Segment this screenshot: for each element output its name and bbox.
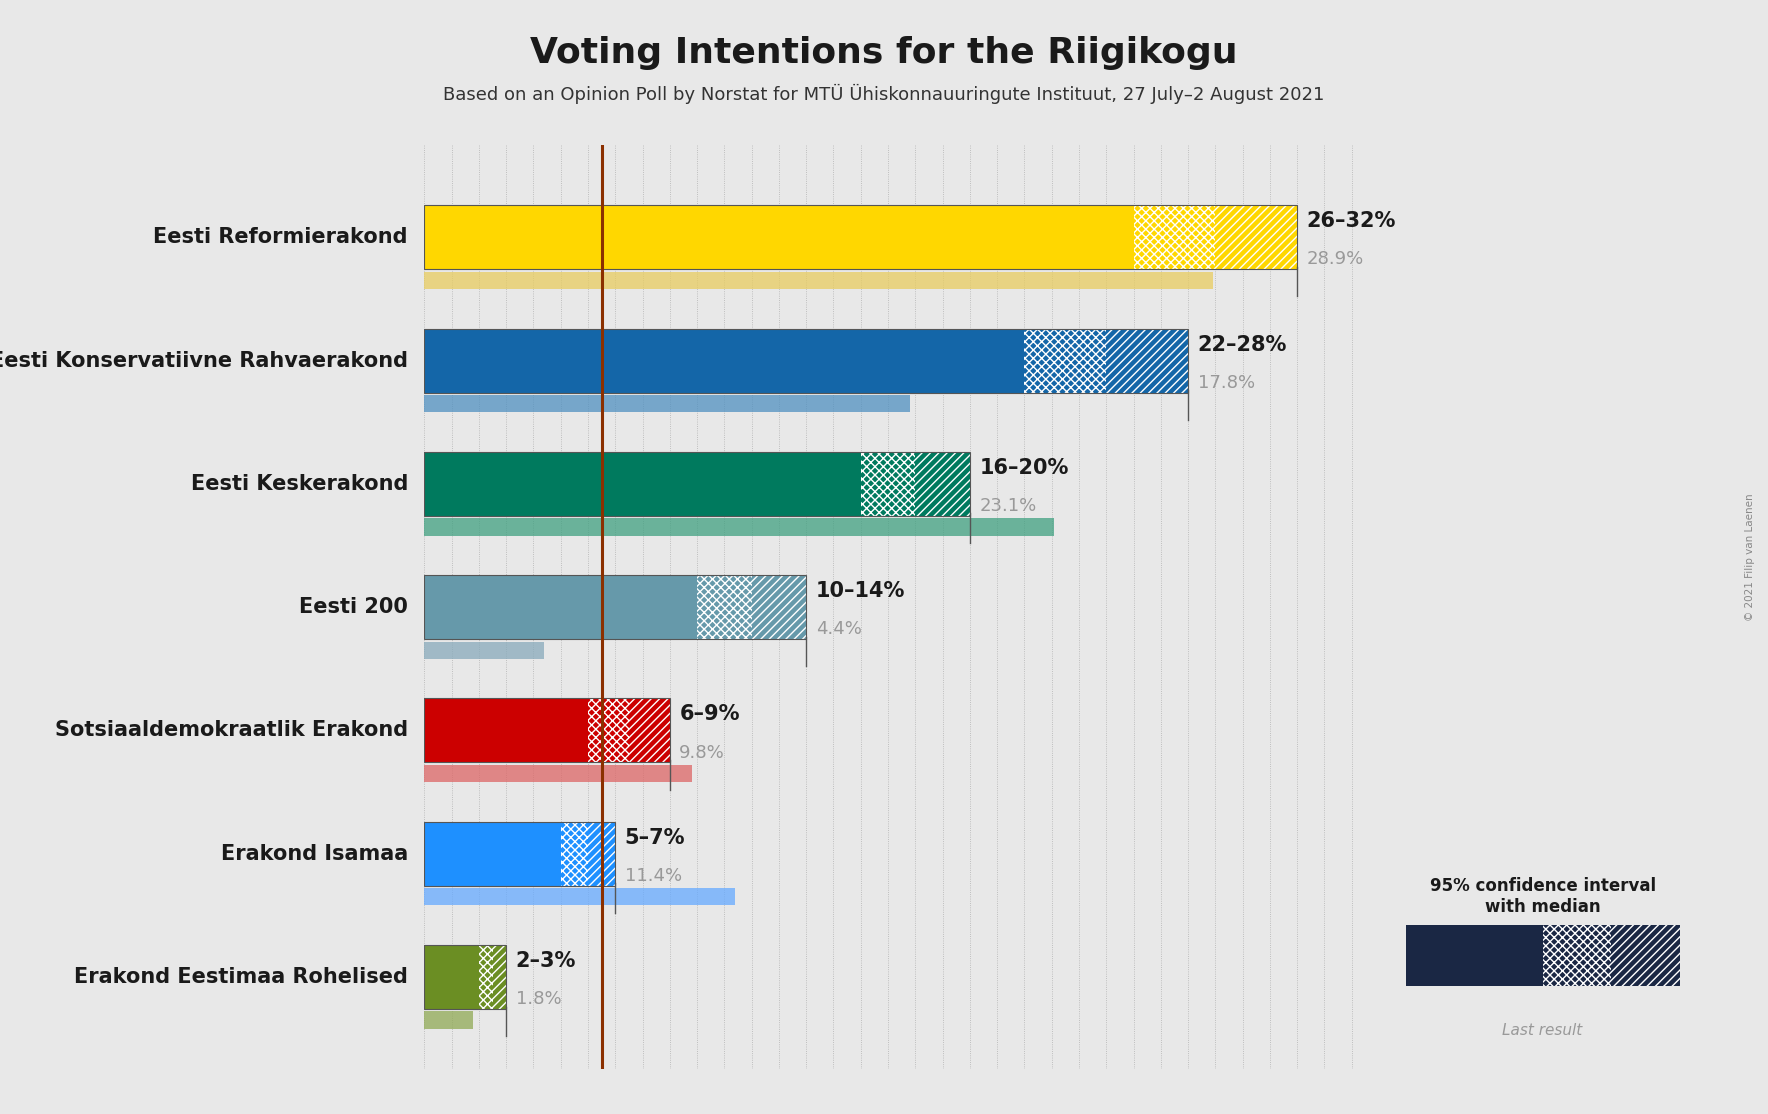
Bar bbox=[589, 698, 629, 762]
Text: Erakond Isamaa: Erakond Isamaa bbox=[221, 843, 408, 863]
Bar bbox=[1215, 205, 1298, 270]
Text: Based on an Opinion Poll by Norstat for MTÜ Ühiskonnauuringute Instituut, 27 Jul: Based on an Opinion Poll by Norstat for … bbox=[444, 84, 1324, 104]
Text: 17.8%: 17.8% bbox=[1197, 374, 1255, 392]
Bar bbox=[424, 205, 1298, 270]
Bar bbox=[424, 329, 1188, 392]
Bar bbox=[424, 575, 697, 639]
Text: 5–7%: 5–7% bbox=[624, 828, 686, 848]
Text: Erakond Eestimaa Rohelised: Erakond Eestimaa Rohelised bbox=[74, 967, 408, 987]
Text: 6–9%: 6–9% bbox=[679, 704, 739, 724]
Text: 16–20%: 16–20% bbox=[979, 458, 1070, 478]
Text: Eesti 200: Eesti 200 bbox=[299, 597, 408, 617]
Text: 10–14%: 10–14% bbox=[815, 582, 905, 602]
Bar bbox=[424, 452, 971, 516]
Bar bbox=[916, 452, 971, 516]
Text: 28.9%: 28.9% bbox=[1307, 251, 1363, 268]
Bar bbox=[424, 329, 1024, 392]
Bar bbox=[424, 822, 560, 886]
Text: 4.4%: 4.4% bbox=[815, 620, 861, 638]
Bar bbox=[1406, 925, 1543, 986]
Bar bbox=[424, 452, 861, 516]
Bar bbox=[424, 205, 1133, 270]
Bar bbox=[424, 642, 545, 658]
Bar bbox=[493, 945, 506, 1009]
Bar bbox=[697, 575, 751, 639]
Text: 1.8%: 1.8% bbox=[516, 990, 560, 1008]
Text: Eesti Keskerakond: Eesti Keskerakond bbox=[191, 473, 408, 494]
Bar bbox=[1107, 329, 1188, 392]
Bar bbox=[916, 452, 971, 516]
Bar bbox=[1107, 329, 1188, 392]
Text: 26–32%: 26–32% bbox=[1307, 212, 1397, 232]
Text: Voting Intentions for the Riigikogu: Voting Intentions for the Riigikogu bbox=[530, 36, 1238, 70]
Text: Eesti Reformierakond: Eesti Reformierakond bbox=[154, 227, 408, 247]
Bar bbox=[861, 452, 916, 516]
Bar bbox=[424, 888, 735, 906]
Text: 11.4%: 11.4% bbox=[624, 867, 682, 885]
Bar bbox=[424, 698, 670, 762]
Bar bbox=[629, 698, 670, 762]
Bar bbox=[697, 575, 751, 639]
Text: Last result: Last result bbox=[1503, 1023, 1582, 1037]
Text: 95% confidence interval
with median: 95% confidence interval with median bbox=[1430, 877, 1655, 916]
Bar bbox=[861, 452, 916, 516]
Bar bbox=[424, 945, 479, 1009]
Bar bbox=[424, 822, 615, 886]
Bar bbox=[560, 822, 589, 886]
Bar bbox=[1024, 329, 1107, 392]
Bar bbox=[424, 765, 691, 782]
Bar bbox=[493, 945, 506, 1009]
Text: Eesti Konservatiivne Rahvaerakond: Eesti Konservatiivne Rahvaerakond bbox=[0, 351, 408, 371]
Bar bbox=[751, 575, 806, 639]
Text: 9.8%: 9.8% bbox=[679, 744, 725, 762]
Bar bbox=[424, 698, 589, 762]
Bar bbox=[424, 518, 1054, 536]
Bar bbox=[424, 395, 911, 412]
Bar bbox=[1215, 205, 1298, 270]
Bar bbox=[1543, 925, 1611, 986]
Bar bbox=[1133, 205, 1215, 270]
Bar bbox=[424, 575, 806, 639]
Bar bbox=[560, 822, 589, 886]
Bar bbox=[629, 698, 670, 762]
Bar bbox=[1611, 925, 1680, 986]
Bar bbox=[479, 945, 493, 1009]
Text: 23.1%: 23.1% bbox=[979, 497, 1036, 515]
Bar bbox=[424, 1012, 474, 1028]
Text: Sotsiaaldemokraatlik Erakond: Sotsiaaldemokraatlik Erakond bbox=[55, 721, 408, 741]
Bar bbox=[589, 822, 615, 886]
Bar bbox=[589, 698, 629, 762]
Bar bbox=[589, 822, 615, 886]
Text: 2–3%: 2–3% bbox=[516, 951, 576, 971]
Bar bbox=[424, 945, 506, 1009]
Bar bbox=[424, 272, 1213, 289]
Text: 22–28%: 22–28% bbox=[1197, 334, 1287, 354]
Bar bbox=[751, 575, 806, 639]
Text: © 2021 Filip van Laenen: © 2021 Filip van Laenen bbox=[1745, 494, 1756, 620]
Bar bbox=[1133, 205, 1215, 270]
Bar bbox=[1024, 329, 1107, 392]
Bar bbox=[479, 945, 493, 1009]
